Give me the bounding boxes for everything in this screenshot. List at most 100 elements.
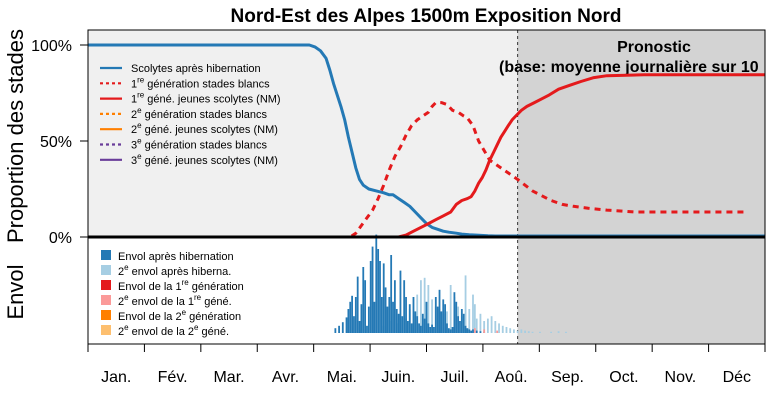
- flight-bar-first-4: [347, 309, 350, 333]
- legend-label-4: 2e géné. jeunes scolytes (NM): [131, 121, 278, 136]
- flight-bar-first-11: [360, 304, 363, 333]
- flight-bar-first-68: [466, 328, 469, 333]
- flight-bar-first-71: [472, 329, 474, 333]
- flight-bar-first-46: [425, 301, 428, 333]
- flight-bar-first-8: [354, 297, 357, 333]
- flight-bar-first-43: [420, 325, 422, 333]
- y-tick-label-0: 0%: [49, 230, 72, 247]
- flight-bar-first-13: [364, 280, 367, 333]
- flight-bar-first-49: [431, 324, 433, 333]
- legend-label-2: 1re géné. jeunes scolytes (NM): [131, 91, 281, 106]
- series-line-2: [88, 73, 765, 239]
- flight-bar-second-32: [513, 329, 515, 333]
- forecast-label: Pronostic: [617, 39, 691, 56]
- x-tick-label-9: Oct.: [609, 369, 638, 386]
- flight-bar-first-54: [440, 311, 443, 333]
- flight-bar-first-24: [384, 287, 387, 333]
- flight-bar-first-30: [395, 309, 398, 333]
- x-axis: Jan. Fév. Mar. Avr. Mai. Juin. Juil. Aoû. Sep. Oc…: [87, 344, 766, 386]
- flight-bars: [334, 234, 567, 333]
- flight-bar-first-58: [447, 328, 450, 333]
- flight-bar-second-30: [505, 327, 508, 333]
- flight-bar-first-2: [341, 322, 344, 333]
- flight-bar-second-40: [557, 331, 560, 333]
- flight-legend-swatch-5: [101, 325, 111, 335]
- flight-bar-gen1-second-2: [496, 330, 499, 333]
- flight-legend-label-3: 2e envol de la 1re géné.: [118, 293, 232, 308]
- y-tick-label-50: 50%: [40, 134, 72, 151]
- y-tick-label-100: 100%: [31, 38, 72, 55]
- x-tick-label-6: Juil.: [440, 369, 468, 386]
- flight-bar-gen1-second-0: [473, 328, 476, 333]
- flight-bar-second-20: [472, 294, 474, 333]
- flight-legend-swatch-3: [101, 295, 111, 305]
- flight-bar-first-12: [362, 267, 365, 333]
- flight-bar-first-42: [418, 323, 420, 333]
- flight-bar-first-48: [429, 327, 432, 333]
- flight-bar-gen1-second-1: [483, 329, 486, 333]
- flight-bar-first-5: [349, 301, 352, 333]
- flight-bar-first-17: [371, 246, 374, 333]
- flight-bar-second-19: [468, 309, 471, 333]
- flight-bar-first-20: [377, 249, 380, 333]
- legend-label-5: 3e génération stades blancs: [131, 137, 267, 152]
- legend-label-0: Scolytes après hibernation: [131, 63, 261, 75]
- y-axis-label-lower: Envol: [3, 264, 28, 319]
- flight-bar-second-24: [483, 321, 486, 333]
- flight-bar-first-18: [373, 301, 376, 333]
- flight-bar-first-25: [386, 306, 389, 333]
- flight-bar-first-28: [392, 301, 394, 333]
- flight-bar-second-5: [416, 294, 419, 333]
- flight-bar-second-41: [565, 331, 567, 333]
- x-tick-label-8: Sep.: [551, 369, 584, 386]
- x-tick-label-4: Mai.: [327, 369, 357, 386]
- chart-title: Nord-Est des Alpes 1500m Exposition Nord: [231, 6, 622, 27]
- flight-bar-first-62: [455, 301, 458, 333]
- x-tick-label-3: Avr.: [272, 369, 299, 386]
- flight-bar-second-26: [490, 316, 493, 333]
- flight-bar-first-66: [462, 313, 465, 333]
- flight-bar-first-56: [444, 304, 446, 333]
- flight-bar-second-36: [527, 331, 530, 333]
- flight-bar-first-23: [382, 263, 385, 333]
- flight-bar-first-57: [446, 323, 448, 333]
- flight-bar-first-63: [457, 316, 460, 333]
- x-tick-label-11: Déc: [723, 369, 751, 386]
- flight-bar-second-25: [486, 318, 489, 333]
- flight-bar-second-38: [539, 331, 541, 333]
- flight-bar-first-41: [416, 316, 419, 333]
- flight-bar-first-40: [414, 311, 417, 333]
- flight-bar-second-22: [475, 318, 478, 333]
- flight-bar-second-21: [473, 304, 476, 333]
- flight-bar-first-65: [460, 309, 463, 333]
- flight-legend-label-0: Envol après hibernation: [118, 251, 234, 263]
- flight-bar-first-22: [380, 297, 383, 333]
- flight-bar-first-31: [397, 313, 400, 333]
- forecast-shading: [517, 30, 765, 344]
- flight-bar-first-9: [356, 276, 359, 333]
- flight-legend-label-4: Envol de la 2e génération: [118, 308, 241, 323]
- flight-bar-first-60: [451, 327, 454, 333]
- flight-bar-first-29: [393, 280, 396, 333]
- flight-bar-first-67: [464, 325, 467, 333]
- x-tick-label-7: Aoû.: [495, 369, 528, 386]
- flight-bar-second-29: [501, 325, 504, 333]
- flight-bar-first-37: [408, 304, 411, 333]
- flight-bar-first-73: [479, 331, 482, 333]
- flight-bar-first-39: [412, 297, 415, 333]
- flight-bar-first-10: [358, 321, 361, 333]
- flight-bar-second-8: [427, 285, 430, 333]
- flight-bar-second-6: [420, 280, 422, 333]
- flight-bar-first-14: [366, 325, 368, 333]
- flight-bar-second-31: [509, 328, 512, 333]
- flight-bar-first-33: [401, 316, 404, 333]
- flight-bar-second-34: [520, 329, 523, 333]
- flight-legend-label-5: 2e envol de la 2e géné.: [118, 323, 229, 338]
- flight-bar-second-28: [498, 323, 500, 333]
- flight-bar-second-27: [494, 321, 497, 333]
- flight-legend-swatch-1: [101, 265, 111, 275]
- flight-bar-first-50: [433, 327, 435, 333]
- flight-bar-first-1: [338, 325, 340, 333]
